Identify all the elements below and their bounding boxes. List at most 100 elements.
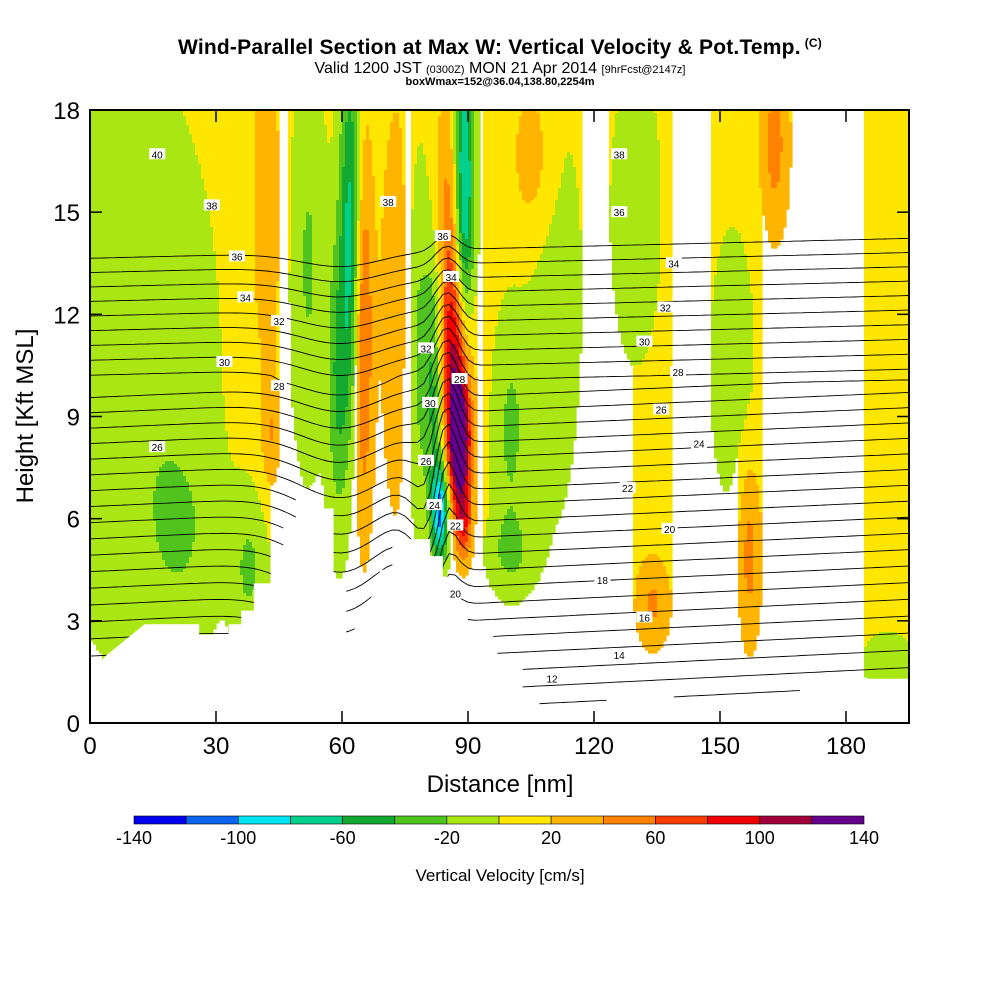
w-field-cell	[507, 572, 511, 606]
w-field-cell	[432, 230, 436, 297]
w-field-cell	[531, 110, 535, 201]
w-field-cell	[120, 110, 124, 675]
contour-label-bg	[594, 573, 611, 585]
w-field-cell	[450, 110, 454, 150]
w-field-cell	[561, 110, 565, 174]
w-field-cell	[117, 110, 121, 672]
w-field-cell	[198, 110, 202, 165]
contour-label-bg	[418, 454, 434, 466]
w-field-cell	[276, 281, 280, 387]
w-field-cell	[327, 143, 331, 537]
w-field-cell	[273, 110, 277, 483]
w-field-cell	[747, 470, 751, 522]
contour-label: 36	[611, 206, 628, 219]
w-field-cell	[504, 404, 508, 462]
colorbar-tick-label: -140	[116, 828, 152, 848]
w-field-cell	[549, 224, 553, 546]
w-field-cell	[441, 482, 445, 492]
w-field-cell	[555, 200, 559, 525]
w-field-cell	[474, 110, 478, 297]
w-field-cell	[453, 164, 457, 225]
w-field-cell	[393, 113, 397, 516]
w-field-cell	[210, 227, 214, 636]
w-field-cell	[459, 557, 463, 576]
w-field-cell	[363, 230, 367, 474]
w-field-cell	[330, 281, 334, 453]
w-field-cell	[207, 209, 211, 642]
contour-label: 28	[451, 373, 468, 386]
contour-label: 24	[691, 437, 707, 451]
w-field-cell	[657, 557, 661, 651]
w-field-cell	[372, 176, 376, 486]
contour-label: 36	[434, 230, 451, 243]
w-field-cell	[165, 461, 169, 567]
contour-label-text: 36	[437, 232, 449, 243]
w-field-cell	[879, 110, 883, 633]
valid-time-utc: (0300Z)	[426, 64, 465, 76]
w-field-cell	[630, 110, 634, 366]
w-field-cell	[270, 110, 274, 420]
w-field-cell	[483, 110, 487, 537]
w-field-cell	[147, 110, 151, 684]
w-field-cell	[498, 557, 502, 600]
w-field-cell	[201, 179, 205, 654]
w-field-cell	[540, 254, 544, 573]
w-field-cell	[780, 152, 784, 240]
w-field-cell	[864, 110, 868, 648]
contour-label-text: 28	[454, 375, 466, 386]
w-field-cell	[438, 263, 442, 375]
contour-label-bg	[426, 499, 443, 511]
contour-label-bg	[447, 519, 464, 531]
colorbar-swatch	[811, 815, 865, 825]
w-field-cell	[321, 110, 325, 486]
contour-label-text: 16	[639, 613, 651, 624]
contour-label-bg	[149, 148, 166, 160]
w-field-cell	[720, 245, 724, 486]
colorbar-swatch	[342, 815, 396, 825]
w-field-cell	[867, 641, 871, 681]
w-field-cell	[432, 296, 436, 387]
w-field-cell	[504, 293, 508, 405]
w-field-cell	[534, 269, 538, 585]
theta-contour-line	[90, 234, 909, 268]
w-field-cell	[522, 200, 526, 285]
w-field-cell	[444, 560, 448, 585]
w-field-cell	[471, 110, 475, 270]
w-field-cell	[882, 632, 886, 693]
w-field-cell	[642, 560, 646, 648]
w-field-cell	[444, 470, 448, 483]
w-field-cell	[288, 110, 292, 273]
w-field-cell	[429, 362, 433, 423]
w-field-cell	[750, 593, 754, 657]
contour-label: 38	[611, 148, 628, 161]
w-field-cell	[513, 110, 517, 285]
w-field-cell	[462, 233, 466, 264]
w-field-cell	[453, 344, 457, 369]
w-field-cell	[183, 569, 187, 675]
w-field-cell	[183, 110, 187, 117]
w-field-cell	[153, 491, 157, 522]
w-field-cell	[873, 635, 877, 690]
w-field-cell	[507, 110, 511, 288]
theta-contour-line	[90, 378, 909, 463]
contour-label: 22	[447, 519, 464, 532]
x-tick-label: 0	[83, 733, 96, 760]
w-field-cell	[516, 173, 520, 288]
w-field-cell	[444, 521, 448, 546]
w-field-cell	[717, 257, 721, 474]
w-field-cell	[666, 110, 670, 576]
w-field-cell	[450, 467, 454, 477]
w-field-cell	[774, 110, 778, 189]
w-field-cell	[441, 491, 445, 534]
w-field-cell	[396, 110, 400, 114]
w-field-cell	[201, 110, 205, 180]
w-field-cell	[444, 545, 448, 561]
theta-contour-line	[90, 364, 909, 446]
colorbar-swatch	[446, 815, 500, 825]
colorbar-swatch	[498, 815, 552, 825]
w-field-cell	[354, 278, 358, 366]
w-field-cell	[369, 296, 373, 378]
theta-contour-line	[90, 303, 909, 360]
w-field-cell	[366, 452, 370, 561]
